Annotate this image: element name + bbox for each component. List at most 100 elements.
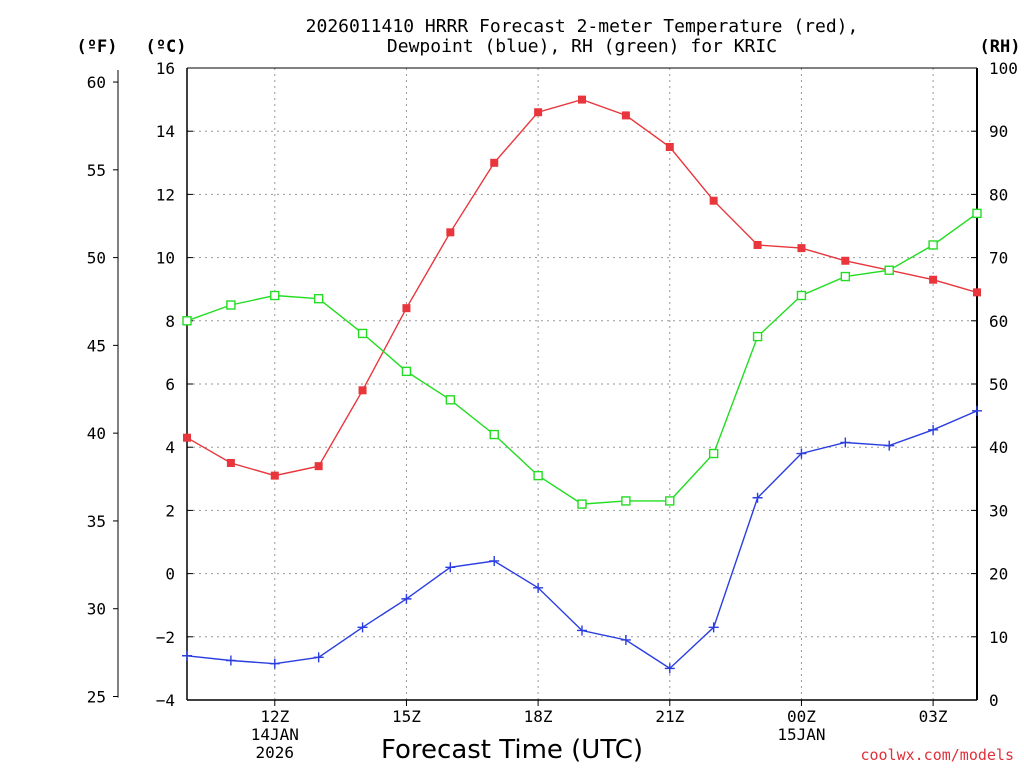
dewpoint-point <box>489 555 500 566</box>
dewpoint-point <box>445 562 456 573</box>
temperature-point <box>665 143 674 151</box>
rh-point <box>621 496 631 506</box>
dewpoint-point <box>357 622 368 633</box>
temperature-point <box>753 240 762 249</box>
dewpoint-point <box>401 593 412 604</box>
rh-point <box>489 429 499 440</box>
axes <box>113 67 978 706</box>
celsius-tick-label: 10 <box>156 249 175 268</box>
celsius-tick-label: 12 <box>156 185 175 204</box>
rh-point <box>796 290 807 301</box>
celsius-tick-label: 14 <box>156 122 175 141</box>
fahrenheit-tick-label: 60 <box>87 73 106 92</box>
x-axis-title: Forecast Time (UTC) <box>381 735 643 765</box>
rh-tick-label: 90 <box>989 122 1008 141</box>
rh-tick-label: 60 <box>989 312 1008 331</box>
dewpoint-point <box>313 652 324 663</box>
rh-point <box>401 366 412 377</box>
temperature-point <box>270 471 279 480</box>
rh-tick-label: 10 <box>989 628 1008 647</box>
fahrenheit-tick-label: 40 <box>87 424 106 443</box>
dewpoint-point <box>708 622 719 633</box>
rh-point <box>840 271 851 282</box>
grid-lines <box>187 68 977 700</box>
dewpoint-point <box>752 492 763 503</box>
fahrenheit-axis-label: (ºF) <box>77 37 118 57</box>
dewpoint-point <box>928 424 939 435</box>
rh-point <box>445 395 456 405</box>
rh-point <box>708 448 719 459</box>
x-tick-label: 21Z <box>655 707 684 726</box>
rh-axis-label: (RH) <box>980 37 1021 57</box>
chart-title-line-1: 2026011410 HRRR Forecast 2-meter Tempera… <box>306 16 859 37</box>
dewpoint-point <box>972 405 982 416</box>
x-tick-label: 15Z <box>392 707 421 726</box>
rh-tick-label: 80 <box>989 185 1008 204</box>
dewpoint-point <box>182 650 192 661</box>
celsius-tick-label: 0 <box>165 565 175 584</box>
temperature-point <box>314 462 323 471</box>
rh-point <box>270 290 280 301</box>
fahrenheit-tick-label: 50 <box>87 249 106 268</box>
dewpoint-point <box>664 663 675 674</box>
fahrenheit-tick-label: 45 <box>87 336 106 355</box>
x-tick-label: 03Z <box>919 707 948 726</box>
rh-tick-label: 30 <box>989 501 1008 520</box>
temperature-point <box>797 244 806 253</box>
rh-point <box>884 265 894 275</box>
series-line <box>186 212 978 505</box>
rh-tick-label: 100 <box>989 59 1018 78</box>
rh-point <box>577 499 587 509</box>
x-tick-label: 14JAN <box>251 725 299 744</box>
rh-tick-label: 40 <box>989 438 1008 457</box>
temperature-point <box>841 256 850 265</box>
x-tick-label: 15JAN <box>777 725 825 744</box>
rh-point <box>182 316 192 326</box>
temperature-point <box>621 111 630 120</box>
dewpoint-point <box>620 634 631 645</box>
temperature-point <box>490 158 499 167</box>
celsius-tick-label: 6 <box>165 375 175 394</box>
dewpoint-point <box>577 625 587 636</box>
rh-tick-label: 20 <box>989 565 1008 584</box>
rh-point <box>313 293 324 304</box>
temperature-point <box>226 459 235 467</box>
celsius-tick-label: −4 <box>156 691 175 710</box>
dewpoint-point <box>884 440 895 451</box>
x-tick-label: 2026 <box>256 743 295 762</box>
celsius-tick-label: 4 <box>165 438 175 457</box>
plot-series <box>182 95 982 674</box>
fahrenheit-tick-label: 35 <box>87 512 106 531</box>
dewpoint-point <box>225 655 236 666</box>
dewpoint-point <box>840 437 851 448</box>
series-line <box>186 98 978 477</box>
celsius-axis-label: (ºC) <box>146 37 187 57</box>
temperature-point <box>402 304 411 313</box>
dewpoint-point <box>269 658 280 669</box>
fahrenheit-tick-label: 30 <box>87 600 106 619</box>
rh-point <box>752 331 763 342</box>
temperature-point <box>973 288 981 297</box>
celsius-tick-label: 2 <box>165 501 175 520</box>
rh-point <box>928 240 938 250</box>
temperature-point <box>578 95 586 104</box>
temperature-point <box>358 386 367 395</box>
rh-tick-label: 0 <box>989 691 999 710</box>
x-tick-label: 12Z <box>260 707 289 726</box>
temperature-point <box>929 275 938 284</box>
temperature-point <box>183 433 191 442</box>
rh-tick-label: 50 <box>989 375 1008 394</box>
rh-point <box>357 328 368 339</box>
temperature-point <box>709 196 718 205</box>
rh-point <box>665 496 675 506</box>
celsius-tick-label: 16 <box>156 59 175 78</box>
rh-point <box>533 470 543 481</box>
watermark: coolwx.com/models <box>860 746 1014 764</box>
dewpoint-point <box>533 582 544 593</box>
temperature-point <box>446 228 455 237</box>
fahrenheit-tick-label: 55 <box>87 161 106 180</box>
celsius-tick-label: −2 <box>156 628 175 647</box>
x-tick-label: 18Z <box>524 707 553 726</box>
